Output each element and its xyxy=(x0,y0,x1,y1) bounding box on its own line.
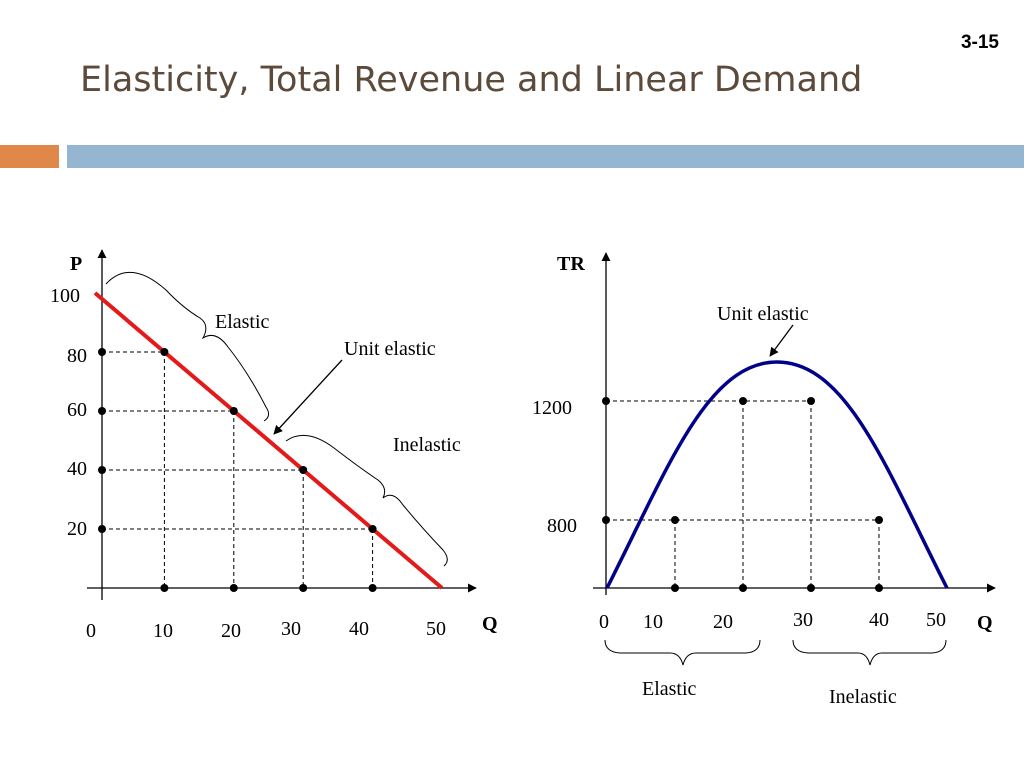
tr-x-dot-30 xyxy=(807,584,815,592)
demand-unit-elastic-label: Unit elastic xyxy=(344,338,436,360)
demand-points xyxy=(98,348,377,592)
tr-y-axis-label: TR xyxy=(557,253,585,275)
demand-x-tick-30: 30 xyxy=(281,618,301,640)
demand-point-3 xyxy=(368,525,377,533)
demand-point-0 xyxy=(160,348,169,356)
tr-unit-elastic-arrow xyxy=(769,324,794,357)
demand-y-tick-40: 40 xyxy=(67,458,87,480)
demand-point-1 xyxy=(229,407,238,415)
tr-point-0 xyxy=(671,516,679,524)
tr-curve xyxy=(605,360,949,589)
tr-x-dot-20 xyxy=(739,584,747,592)
tr-y-dot-800 xyxy=(602,516,610,524)
demand-chart: P Q 20 40 60 80 100 0 10 20 30 40 50 Elastic Unit … xyxy=(50,249,498,642)
demand-y-tick-60: 60 xyxy=(67,399,87,421)
demand-x-dot-30 xyxy=(299,584,308,592)
demand-series xyxy=(93,291,444,590)
demand-line xyxy=(93,291,444,590)
demand-inelastic-label: Inelastic xyxy=(393,434,461,456)
tr-x-tick-0: 0 xyxy=(599,611,609,633)
tr-guide-lines xyxy=(606,400,880,588)
tr-y-tick-800: 800 xyxy=(547,515,577,537)
tr-x-tick-20: 20 xyxy=(713,611,733,633)
demand-x-tick-40: 40 xyxy=(349,618,369,640)
accent-bar-blue xyxy=(67,145,1024,168)
slide-title: Elasticity, Total Revenue and Linear Dem… xyxy=(80,60,863,100)
tr-point-3 xyxy=(875,516,883,524)
tr-points xyxy=(602,397,883,592)
demand-x-dot-20 xyxy=(229,584,238,592)
elastic-brace xyxy=(105,271,270,422)
tr-elastic-label: Elastic xyxy=(642,678,697,700)
demand-point-2 xyxy=(299,466,308,474)
demand-y-dot-40 xyxy=(98,466,106,474)
accent-bar-orange xyxy=(0,145,59,168)
demand-tick-labels: 20 40 60 80 100 0 10 20 30 40 50 xyxy=(50,285,446,642)
tr-series xyxy=(605,360,949,589)
tr-x-dot-10 xyxy=(671,584,679,592)
tr-inelastic-brace xyxy=(792,639,947,666)
demand-y-dot-20 xyxy=(98,525,106,533)
demand-y-tick-100: 100 xyxy=(50,285,80,307)
demand-guide-lines xyxy=(102,351,374,588)
demand-elastic-label: Elastic xyxy=(215,311,270,333)
tr-chart: TR Q 800 1200 0 10 20 30 40 50 Unit elastic Ela… xyxy=(532,252,996,708)
demand-y-dot-80 xyxy=(98,348,106,356)
tr-x-tick-10: 10 xyxy=(643,611,663,633)
tr-point-1 xyxy=(739,397,747,405)
demand-y-dot-60 xyxy=(98,407,106,415)
tr-tick-labels: 800 1200 0 10 20 30 40 50 xyxy=(532,397,946,633)
demand-x-tick-0: 0 xyxy=(86,620,96,642)
demand-x-tick-20: 20 xyxy=(221,620,241,642)
inelastic-brace xyxy=(285,434,448,567)
tr-x-tick-40: 40 xyxy=(869,609,889,631)
demand-x-tick-10: 10 xyxy=(153,620,173,642)
tr-x-dot-40 xyxy=(875,584,883,592)
demand-y-axis-label: P xyxy=(70,253,82,275)
tr-inelastic-label: Inelastic xyxy=(829,686,897,708)
demand-x-dot-40 xyxy=(368,584,377,592)
demand-unit-elastic-arrow xyxy=(273,359,343,435)
tr-x-axis-label: Q xyxy=(977,612,993,634)
demand-x-tick-50: 50 xyxy=(426,618,446,640)
tr-unit-elastic-label: Unit elastic xyxy=(717,303,809,325)
tr-y-dot-1200 xyxy=(602,397,610,405)
slide-number: 3-15 xyxy=(960,32,999,53)
demand-y-tick-20: 20 xyxy=(67,518,87,540)
demand-x-dot-10 xyxy=(160,584,169,592)
tr-elastic-brace xyxy=(604,639,761,666)
demand-y-tick-80: 80 xyxy=(67,345,87,367)
tr-y-tick-1200: 1200 xyxy=(532,397,572,419)
tr-x-tick-50: 50 xyxy=(926,609,946,631)
demand-x-axis-label: Q xyxy=(482,613,498,635)
tr-x-tick-30: 30 xyxy=(793,609,813,631)
tr-point-2 xyxy=(807,397,815,405)
